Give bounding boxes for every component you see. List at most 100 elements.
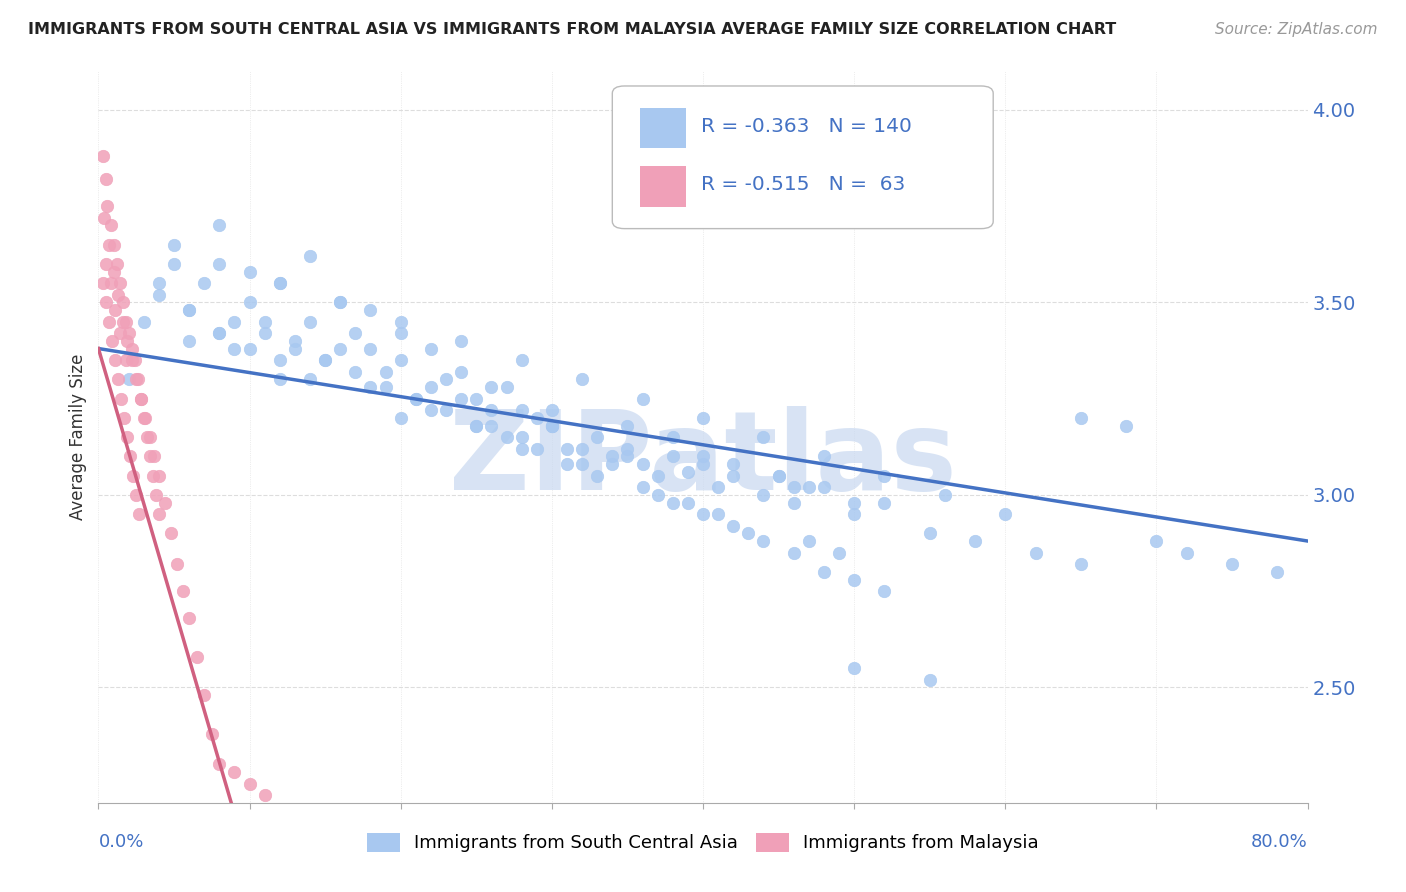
- Point: [91, 149, 114, 163]
- Point: [253, 788, 276, 802]
- Point: [125, 488, 148, 502]
- Point: [465, 392, 488, 406]
- Point: [571, 442, 593, 456]
- Point: [148, 276, 170, 290]
- Point: [676, 495, 699, 509]
- Point: [768, 468, 790, 483]
- Point: [107, 287, 129, 301]
- Point: [631, 457, 654, 471]
- Point: [94, 257, 117, 271]
- Point: [118, 326, 141, 340]
- Point: [450, 392, 472, 406]
- Point: [124, 353, 146, 368]
- Point: [797, 480, 820, 494]
- Legend: Immigrants from South Central Asia, Immigrants from Malaysia: Immigrants from South Central Asia, Immi…: [360, 826, 1046, 860]
- Point: [752, 488, 775, 502]
- Point: [465, 418, 488, 433]
- Point: [98, 237, 121, 252]
- Point: [201, 726, 224, 740]
- Point: [100, 219, 122, 233]
- Point: [239, 295, 262, 310]
- Point: [179, 334, 201, 348]
- Point: [737, 526, 759, 541]
- Point: [112, 410, 135, 425]
- Point: [94, 295, 117, 310]
- Point: [844, 495, 866, 509]
- Point: [873, 584, 896, 599]
- Point: [918, 673, 941, 687]
- Point: [134, 410, 156, 425]
- Point: [269, 372, 291, 386]
- Point: [153, 495, 176, 509]
- Text: ZIPatlas: ZIPatlas: [449, 406, 957, 513]
- Point: [1220, 557, 1243, 571]
- Point: [602, 450, 624, 464]
- Point: [139, 450, 162, 464]
- Text: Source: ZipAtlas.com: Source: ZipAtlas.com: [1215, 22, 1378, 37]
- Point: [360, 342, 382, 356]
- Point: [186, 649, 208, 664]
- Text: IMMIGRANTS FROM SOUTH CENTRAL ASIA VS IMMIGRANTS FROM MALAYSIA AVERAGE FAMILY SI: IMMIGRANTS FROM SOUTH CENTRAL ASIA VS IM…: [28, 22, 1116, 37]
- Point: [616, 418, 638, 433]
- Point: [934, 488, 956, 502]
- Point: [783, 545, 806, 559]
- Point: [111, 295, 134, 310]
- Point: [125, 372, 148, 386]
- Point: [121, 342, 143, 356]
- Point: [813, 480, 835, 494]
- Point: [111, 315, 134, 329]
- Point: [965, 534, 987, 549]
- Point: [844, 573, 866, 587]
- Text: 80.0%: 80.0%: [1251, 833, 1308, 851]
- Point: [360, 380, 382, 394]
- Point: [571, 372, 593, 386]
- Point: [96, 199, 118, 213]
- FancyBboxPatch shape: [640, 108, 686, 148]
- Point: [239, 342, 262, 356]
- Point: [647, 468, 669, 483]
- Point: [253, 315, 276, 329]
- Point: [148, 468, 170, 483]
- Point: [163, 237, 186, 252]
- Point: [844, 661, 866, 675]
- Point: [1070, 410, 1092, 425]
- Point: [224, 315, 246, 329]
- Point: [405, 392, 427, 406]
- Point: [692, 457, 714, 471]
- Point: [844, 507, 866, 521]
- Point: [465, 418, 488, 433]
- Point: [723, 518, 745, 533]
- Point: [344, 326, 367, 340]
- Point: [707, 507, 730, 521]
- Point: [692, 450, 714, 464]
- Point: [163, 257, 186, 271]
- Point: [93, 211, 115, 225]
- Point: [239, 776, 262, 790]
- Point: [142, 468, 165, 483]
- Point: [420, 380, 443, 394]
- Point: [129, 392, 152, 406]
- Point: [98, 315, 121, 329]
- Point: [510, 442, 533, 456]
- Point: [110, 392, 132, 406]
- Point: [193, 688, 215, 702]
- Point: [179, 611, 201, 625]
- Point: [101, 334, 124, 348]
- Point: [602, 457, 624, 471]
- Point: [329, 295, 352, 310]
- Point: [179, 303, 201, 318]
- FancyBboxPatch shape: [640, 167, 686, 207]
- Point: [752, 430, 775, 444]
- Point: [692, 507, 714, 521]
- Point: [329, 295, 352, 310]
- Point: [127, 372, 149, 386]
- Point: [105, 257, 128, 271]
- Point: [797, 534, 820, 549]
- Point: [389, 410, 412, 425]
- Point: [94, 172, 117, 186]
- Point: [540, 418, 562, 433]
- Point: [269, 276, 291, 290]
- Point: [374, 365, 396, 379]
- Point: [1070, 557, 1092, 571]
- Point: [540, 403, 562, 417]
